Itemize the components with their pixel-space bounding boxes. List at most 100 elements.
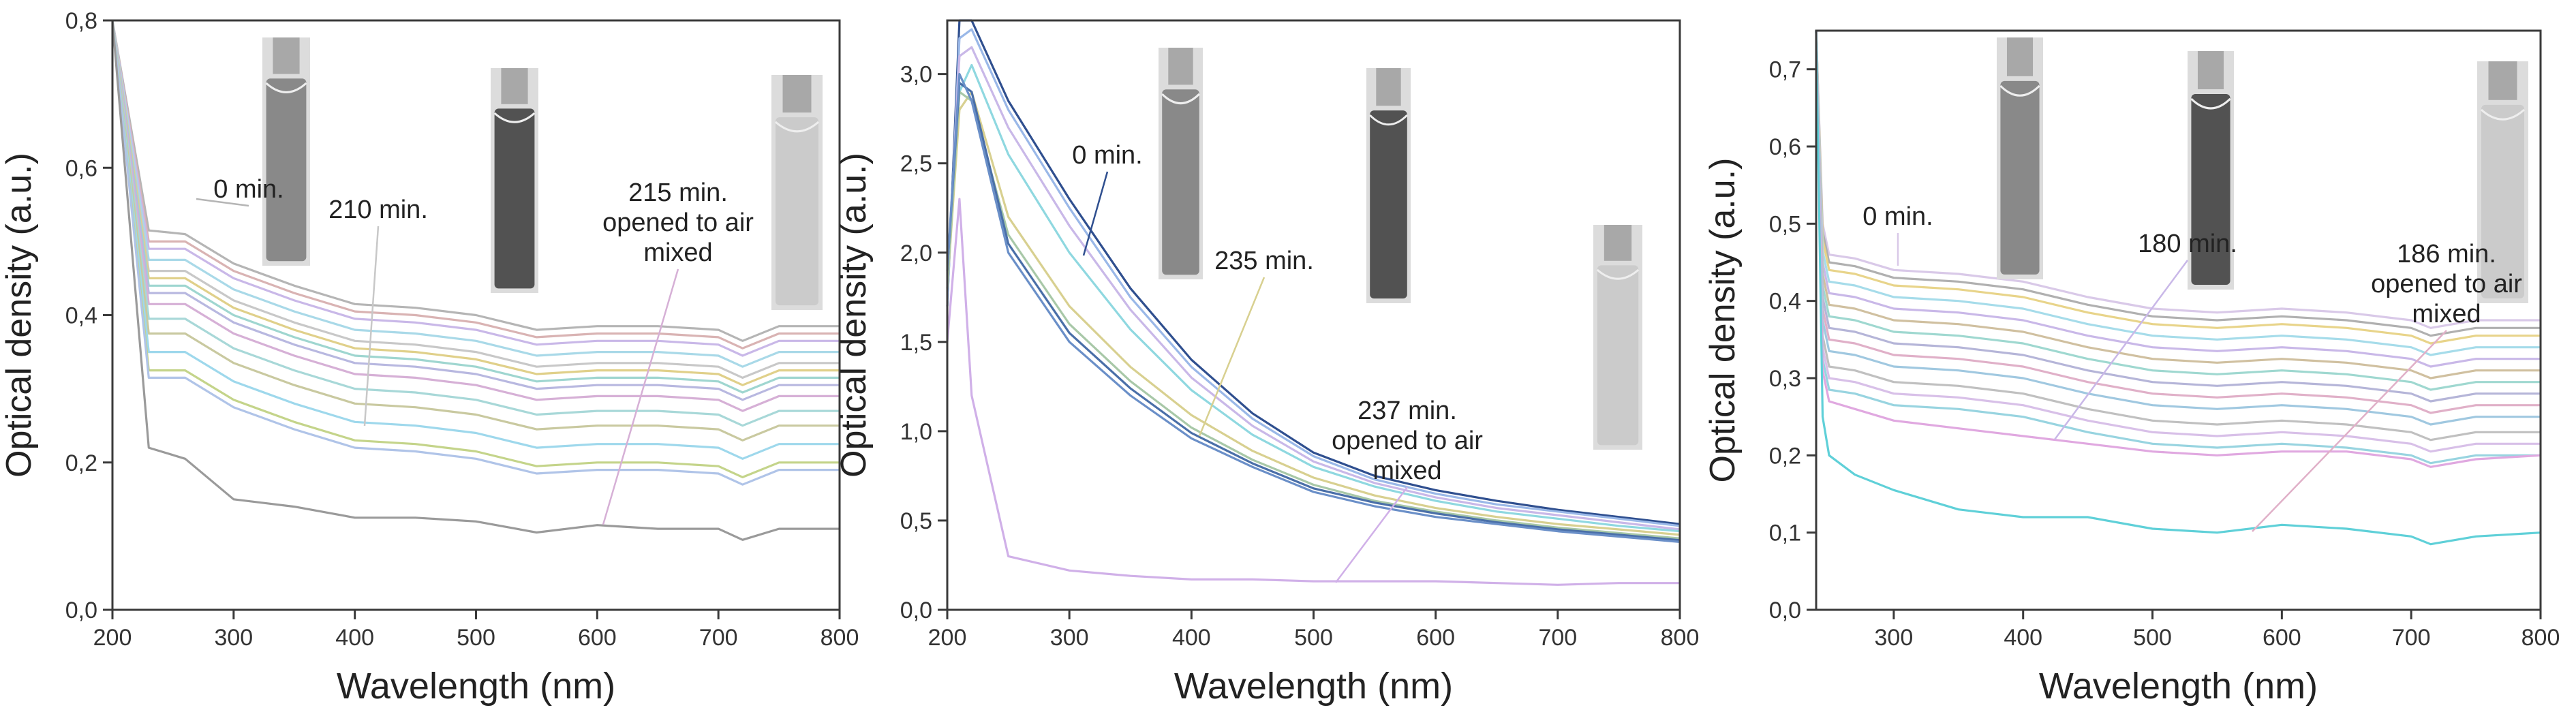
annotation-leader	[1198, 277, 1266, 437]
series-line	[946, 82, 1681, 542]
x-tick-label: 700	[2392, 625, 2431, 651]
vial-meniscus	[1369, 114, 1408, 126]
annotation-label: 0 min.	[1072, 141, 1142, 170]
annotation-line: 0 min.	[213, 175, 283, 204]
y-tick-label: 0,1	[1769, 521, 1801, 546]
vial-photo	[491, 68, 538, 293]
series-line	[1815, 30, 2541, 391]
series-line	[1815, 30, 2541, 368]
series-line	[946, 63, 1681, 533]
series-line	[1815, 30, 2541, 442]
annotation-line: 237 min.	[1358, 397, 1457, 425]
chart-panel: 200 300 400 500 600 700 800 0,0 0,2 0,4 0,6 0,8 Wave…	[0, 8, 859, 707]
series-line	[946, 91, 1681, 536]
vial-meniscus	[775, 121, 819, 133]
vial-liquid	[2481, 104, 2524, 298]
vial-neck	[1604, 225, 1632, 261]
annotation-label: 237 min. opened to air mixed	[1332, 397, 1483, 485]
vial-photo	[771, 75, 823, 310]
series-line	[1815, 30, 2541, 329]
vial-neck	[2197, 51, 2224, 89]
vial-meniscus	[493, 112, 536, 123]
series-line	[1815, 30, 2541, 356]
vial-meniscus	[1161, 93, 1200, 104]
series-line	[111, 20, 840, 442]
series-line	[1815, 30, 2541, 403]
series-line	[111, 20, 840, 479]
annotation-line: 215 min.	[628, 179, 728, 207]
y-tick-label: 0,0	[1769, 598, 1801, 623]
x-tick-label: 200	[928, 625, 967, 651]
x-tick-label: 800	[821, 625, 859, 651]
x-tick-label: 300	[1050, 625, 1089, 651]
annotation-line: 186 min.	[2397, 240, 2496, 268]
series-line	[111, 20, 840, 357]
series-line	[111, 20, 840, 380]
vial-liquid	[1162, 89, 1199, 275]
annotation-line: opened to air	[1332, 427, 1483, 455]
vial-photo	[1593, 225, 1642, 450]
annotation-leader	[1335, 486, 1408, 583]
x-tick-label: 300	[1875, 625, 1914, 651]
vial-liquid	[494, 108, 535, 289]
y-tick-label: 0,0	[65, 598, 97, 623]
series-line	[1815, 30, 2541, 453]
annotation-line: 235 min.	[1214, 247, 1314, 275]
vial-liquid	[266, 78, 307, 262]
annotation-line: 210 min.	[328, 196, 428, 224]
series-line	[1815, 30, 2541, 380]
series-line	[111, 20, 840, 541]
vial-liquid	[2191, 94, 2230, 285]
x-tick-label: 600	[1416, 625, 1455, 651]
series-line	[111, 20, 840, 427]
annotation-line: 0 min.	[1862, 202, 1933, 231]
x-tick-label: 500	[2133, 625, 2172, 651]
series-line	[111, 20, 840, 342]
y-tick-label: 3,0	[900, 62, 932, 88]
x-tick-label: 800	[1661, 625, 1700, 651]
y-tick-label: 0,2	[65, 450, 97, 476]
series-line	[1815, 30, 2541, 468]
vial-neck	[273, 37, 300, 74]
y-tick-label: 0,3	[1769, 366, 1801, 392]
annotation-label: 215 min. opened to air mixed	[602, 179, 754, 267]
series-line	[1815, 30, 2541, 465]
x-tick-label: 400	[2004, 625, 2042, 651]
vial-neck	[1376, 68, 1401, 106]
vial-photo	[262, 37, 310, 266]
annotation-leader	[602, 268, 679, 525]
vial-photo	[1159, 48, 1203, 279]
annotation-leader	[363, 226, 380, 427]
series-line	[1815, 30, 2541, 426]
vial-photo	[2477, 61, 2528, 303]
vial-photo	[2188, 51, 2234, 290]
vial-liquid	[1597, 265, 1639, 446]
y-tick-label: 0,6	[65, 155, 97, 181]
y-tick-label: 1,0	[900, 419, 932, 445]
annotation-line: mixed	[1373, 457, 1441, 485]
y-axis-label: Optical density (a.u.)	[834, 153, 874, 478]
x-tick-label: 300	[214, 625, 253, 651]
series-line	[111, 20, 840, 350]
annotation-line: 0 min.	[1072, 141, 1142, 170]
vial-meniscus	[265, 82, 307, 93]
x-tick-label: 400	[1172, 625, 1211, 651]
y-tick-label: 0,6	[1769, 134, 1801, 160]
y-tick-label: 0,2	[1769, 443, 1801, 469]
annotation-line: mixed	[2412, 300, 2481, 328]
x-axis-label: Wavelength (nm)	[1174, 666, 1453, 707]
y-tick-label: 2,0	[900, 241, 932, 266]
annotation-leader	[2053, 260, 2189, 440]
y-tick-label: 0,7	[1769, 57, 1801, 83]
annotation-line: opened to air	[2371, 270, 2522, 298]
series-line	[946, 46, 1681, 531]
series-line	[111, 20, 840, 486]
vial-photo	[1997, 37, 2043, 279]
x-tick-label: 700	[1538, 625, 1577, 651]
y-tick-label: 0,5	[1769, 211, 1801, 237]
x-tick-label: 600	[578, 625, 617, 651]
series-line	[111, 20, 840, 460]
series-line	[946, 19, 1681, 525]
vial-liquid	[776, 117, 818, 306]
x-tick-label: 200	[93, 625, 132, 651]
